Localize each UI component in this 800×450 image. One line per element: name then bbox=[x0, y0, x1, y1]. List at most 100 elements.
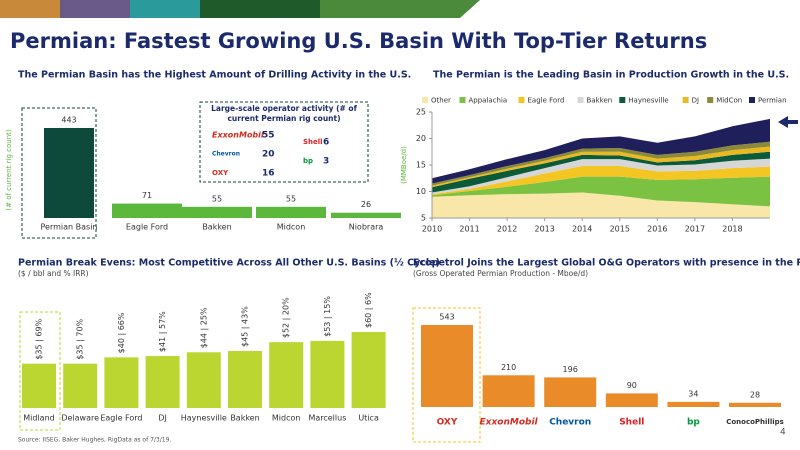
legend-label: Permian bbox=[758, 97, 787, 105]
legend-swatch bbox=[619, 97, 626, 103]
legend-label: MidCon bbox=[716, 97, 742, 105]
y-axis-label: (MMBoe/d) bbox=[400, 146, 408, 184]
bar bbox=[544, 377, 597, 407]
bar bbox=[269, 342, 304, 408]
operator-logo: OXY bbox=[212, 169, 229, 177]
x-tick-label: Utica bbox=[358, 414, 379, 423]
x-tick-label: Delaware bbox=[61, 414, 99, 423]
highlight-box bbox=[19, 311, 61, 431]
bar bbox=[44, 128, 94, 218]
value-label: 543 bbox=[439, 313, 454, 322]
company-logo: Chevron bbox=[549, 418, 591, 428]
company-logo: OXY bbox=[437, 418, 458, 428]
area bbox=[432, 151, 770, 193]
legend-label: Bakken bbox=[587, 97, 613, 105]
operator-logo: Chevron bbox=[212, 151, 240, 158]
legend-swatch bbox=[749, 97, 755, 103]
company-logo: Shell bbox=[619, 418, 644, 428]
operator-value: 55 bbox=[262, 131, 275, 141]
x-tick-label: 2015 bbox=[610, 225, 630, 234]
x-tick-label: Niobrara bbox=[349, 223, 384, 232]
x-tick-label: Haynesville bbox=[181, 414, 227, 423]
area bbox=[432, 192, 770, 218]
value-label: $40 | 66% bbox=[117, 312, 126, 353]
x-tick-label: Midland bbox=[23, 414, 54, 423]
bar bbox=[421, 325, 473, 407]
x-tick-label: Eagle Ford bbox=[100, 414, 142, 423]
highlight-box bbox=[21, 107, 97, 239]
chart-title: Permian Break Evens: Most Competitive Ac… bbox=[18, 258, 440, 269]
value-label: 34 bbox=[688, 389, 698, 398]
plot-area bbox=[432, 118, 770, 218]
x-tick-label: Bakken bbox=[202, 223, 231, 232]
value-label: 210 bbox=[501, 363, 516, 372]
legend-label: Eagle Ford bbox=[528, 97, 565, 105]
y-tick-label: 20 bbox=[416, 134, 426, 143]
value-label: $60 | 6% bbox=[364, 292, 373, 328]
value-label: 90 bbox=[627, 381, 637, 390]
page-title: Permian: Fastest Growing U.S. Basin With… bbox=[10, 29, 707, 53]
area bbox=[432, 158, 770, 195]
highlight-box bbox=[412, 307, 481, 443]
x-tick-label: 2010 bbox=[422, 225, 442, 234]
bar bbox=[104, 357, 139, 408]
y-axis-label: (# of current rig count) bbox=[5, 129, 13, 211]
legend-swatch bbox=[459, 97, 466, 103]
bar bbox=[186, 352, 221, 408]
value-label: $44 | 25% bbox=[199, 307, 208, 348]
inset-title: Large-scale operator activity (# of curr… bbox=[211, 104, 357, 123]
bar bbox=[228, 351, 262, 408]
legend-swatch bbox=[518, 97, 525, 103]
legend-swatch bbox=[422, 97, 428, 103]
x-tick-label: 2011 bbox=[459, 225, 479, 234]
bar bbox=[182, 206, 252, 218]
y-tick-label: 25 bbox=[416, 108, 426, 117]
operator-logo: Shell bbox=[303, 138, 323, 146]
chart-subtitle: (Gross Operated Permian Production - Mbo… bbox=[413, 269, 588, 278]
page-number: 4 bbox=[780, 428, 786, 438]
value-label: 196 bbox=[563, 365, 578, 374]
company-logo: ConocoPhillips bbox=[726, 418, 784, 426]
x-tick-label: 2012 bbox=[497, 225, 517, 234]
x-tick-label: 2018 bbox=[722, 225, 742, 234]
company-logo: bp bbox=[687, 418, 700, 428]
y-tick-label: 5 bbox=[421, 214, 426, 223]
chart-subtitle: ($ / bbl and % IRR) bbox=[18, 269, 89, 278]
area bbox=[432, 146, 770, 188]
x-tick-label: 2016 bbox=[647, 225, 667, 234]
legend-swatch bbox=[682, 97, 689, 103]
y-tick-label: 10 bbox=[416, 187, 426, 196]
chart-title: Ecopetrol Joins the Largest Global O&G O… bbox=[413, 258, 800, 269]
legend-swatch bbox=[577, 97, 584, 103]
value-label: $52 | 20% bbox=[282, 297, 291, 338]
value-label: 26 bbox=[361, 200, 371, 209]
bar bbox=[667, 401, 720, 407]
value-label: 443 bbox=[61, 116, 76, 125]
operator-value: 6 bbox=[323, 138, 329, 148]
company-logo: ExxonMobil bbox=[480, 418, 539, 428]
bar bbox=[145, 356, 180, 408]
value-label: $35 | 69% bbox=[35, 318, 44, 359]
arrow-icon bbox=[778, 116, 798, 128]
inset-title-wrap: Large-scale operator activity (# of curr… bbox=[211, 104, 357, 123]
x-tick-label: 2014 bbox=[572, 225, 592, 234]
bar bbox=[256, 206, 326, 218]
x-tick-label: DJ bbox=[158, 414, 167, 423]
area bbox=[432, 166, 770, 196]
x-tick-label: 2017 bbox=[685, 225, 705, 234]
x-tick-label: Midcon bbox=[277, 223, 306, 232]
legend-label: Appalachia bbox=[469, 97, 508, 105]
legend-label: Haynesville bbox=[628, 97, 668, 105]
operator-logo: ExxonMobil bbox=[212, 131, 264, 140]
area bbox=[432, 141, 770, 186]
x-tick-label: Eagle Ford bbox=[126, 223, 168, 232]
value-label: $45 | 43% bbox=[241, 306, 250, 347]
chart-title: The Permian is the Leading Basin in Prod… bbox=[433, 70, 789, 81]
bar bbox=[482, 375, 535, 407]
value-label: 71 bbox=[142, 191, 152, 200]
bar bbox=[351, 332, 386, 408]
operator-logo: bp bbox=[303, 157, 313, 165]
value-label: $41 | 57% bbox=[158, 311, 167, 352]
bar bbox=[605, 393, 658, 407]
area bbox=[432, 176, 770, 207]
